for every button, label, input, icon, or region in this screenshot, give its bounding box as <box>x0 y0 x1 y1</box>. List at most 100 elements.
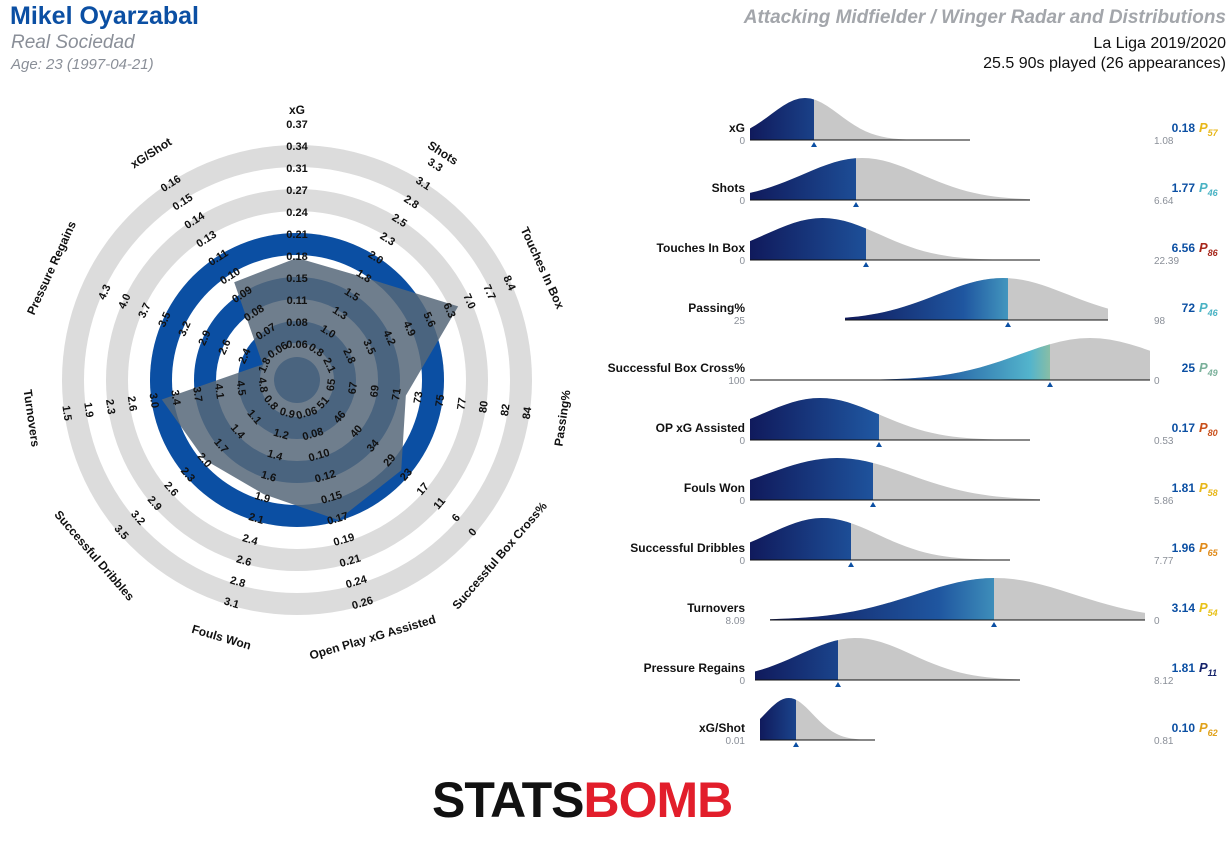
radar-tick-label: 0.21 <box>286 229 307 241</box>
radar-tick-label: 4.3 <box>96 283 113 302</box>
distribution-max: 1.08 <box>1154 136 1174 147</box>
distribution-min: 0 <box>739 556 745 567</box>
radar-tick-label: 4.2 <box>380 329 397 348</box>
distribution-min: 0 <box>739 496 745 507</box>
distribution-min: 25 <box>734 316 746 327</box>
radar-tick-label: 1.9 <box>253 490 271 506</box>
player-age: Age: 23 (1997-04-21) <box>11 56 154 73</box>
logo-stats: STATS <box>432 772 584 828</box>
distribution-fill <box>760 698 796 740</box>
radar-tick-label: 4.5 <box>234 380 248 397</box>
distribution-max: 0 <box>1154 376 1160 387</box>
radar-tick-label: 4.8 <box>255 377 269 394</box>
distribution-fill <box>845 278 1008 320</box>
radar-tick-label: 80 <box>477 400 491 414</box>
distribution-max: 7.77 <box>1154 556 1174 567</box>
chart-title: Attacking Midfielder / Winger Radar and … <box>743 7 1226 28</box>
percentile-label: P65 <box>1199 540 1219 558</box>
radar-tick-label: 2.1 <box>247 511 265 527</box>
distribution-label: xG/Shot <box>699 721 745 735</box>
radar-tick-label: 0.17 <box>326 510 350 528</box>
league-season: La Liga 2019/2020 <box>1093 35 1226 52</box>
team-name: Real Sociedad <box>11 32 135 53</box>
radar-tick-label: 77 <box>455 397 469 411</box>
distribution-label: xG <box>729 121 745 135</box>
distribution-min: 8.09 <box>726 616 746 627</box>
radar-tick-label: 65 <box>325 378 339 392</box>
radar-tick-label: 2.1 <box>320 356 337 375</box>
radar-tick-label: 2.8 <box>340 347 357 366</box>
percentile-label: P54 <box>1199 600 1218 618</box>
distribution-value: 3.14 <box>1172 601 1196 615</box>
distribution-value: 6.56 <box>1172 241 1196 255</box>
radar-tick-label: 2.3 <box>103 398 117 415</box>
radar-tick-label: 0.10 <box>307 447 331 465</box>
distribution-min: 0.01 <box>726 736 746 747</box>
distribution-curve <box>750 338 1150 380</box>
distribution-label: Touches In Box <box>657 241 746 255</box>
distribution-label: Successful Box Cross% <box>608 361 746 375</box>
distribution-value: 1.81 <box>1172 661 1196 675</box>
distribution-max: 22.39 <box>1154 256 1179 267</box>
distribution-fill <box>750 344 1050 380</box>
radar-tick-label: 4.9 <box>400 319 417 338</box>
distribution-fill <box>750 158 856 200</box>
radar-tick-label: 0.34 <box>286 141 308 153</box>
distribution-fill <box>750 218 866 260</box>
statsbomb-logo: STATS BOMB <box>432 770 733 830</box>
distribution-value: 72 <box>1182 301 1196 315</box>
distribution-fill <box>750 458 873 500</box>
distribution-min: 100 <box>728 376 745 387</box>
radar-tick-label: 84 <box>521 405 535 420</box>
distribution-value: 0.17 <box>1172 421 1196 435</box>
percentile-label: P62 <box>1199 720 1218 738</box>
distribution-label: Passing% <box>688 301 745 315</box>
value-marker <box>863 262 869 267</box>
radar-tick-label: 3.5 <box>156 310 173 329</box>
value-marker <box>1047 382 1053 387</box>
radar-tick-label: 3.5 <box>360 338 377 357</box>
radar-tick-label: 0.21 <box>338 552 362 570</box>
distribution-max: 5.86 <box>1154 496 1174 507</box>
distribution-max: 0 <box>1154 616 1160 627</box>
distribution-fill <box>750 98 814 140</box>
distribution-min: 0 <box>739 136 745 147</box>
percentile-label: P57 <box>1199 120 1219 138</box>
radar-tick-label: 0.31 <box>286 163 307 175</box>
radar-tick-label: 3.0 <box>147 392 161 409</box>
distribution-value: 0.18 <box>1172 121 1196 135</box>
distribution-min: 0 <box>739 676 745 687</box>
distribution-value: 1.96 <box>1172 541 1196 555</box>
radar-tick-label: 3.1 <box>222 596 240 612</box>
radar-tick-label: 0.06 <box>295 405 319 423</box>
distribution-max: 8.12 <box>1154 676 1174 687</box>
percentile-label: P86 <box>1199 240 1219 258</box>
distribution-label: Fouls Won <box>684 481 745 495</box>
distribution-fill <box>750 518 851 560</box>
player-name: Mikel Oyarzabal <box>10 2 199 30</box>
radar-tick-label: 2.8 <box>229 574 247 590</box>
value-marker <box>853 202 859 207</box>
radar-tick-label: 71 <box>390 387 404 401</box>
radar-tick-label: 0.15 <box>320 489 344 507</box>
radar-tick-label: 1.4 <box>266 448 285 464</box>
percentile-label: P80 <box>1199 420 1218 438</box>
value-marker <box>1005 322 1011 327</box>
distribution-value: 1.77 <box>1172 181 1196 195</box>
distribution-min: 0 <box>739 196 745 207</box>
distribution-label: OP xG Assisted <box>656 421 745 435</box>
radar-tick-label: 75 <box>434 394 448 408</box>
radar-axis-label: xG <box>289 103 305 117</box>
radar-tick-label: 0.08 <box>286 317 307 329</box>
distribution-max: 0.81 <box>1154 736 1174 747</box>
radar-tick-label: 0.37 <box>286 119 307 131</box>
distribution-min: 0 <box>739 436 745 447</box>
radar-tick-label: 0.18 <box>286 251 307 263</box>
radar-tick-label: 2.6 <box>125 395 139 412</box>
radar-tick-label: 0.08 <box>301 426 325 444</box>
radar-polygon <box>161 257 459 520</box>
radar-tick-label: 0.15 <box>286 273 307 285</box>
radar-tick-label: 1.6 <box>260 469 278 485</box>
percentile-label: P11 <box>1199 660 1217 678</box>
